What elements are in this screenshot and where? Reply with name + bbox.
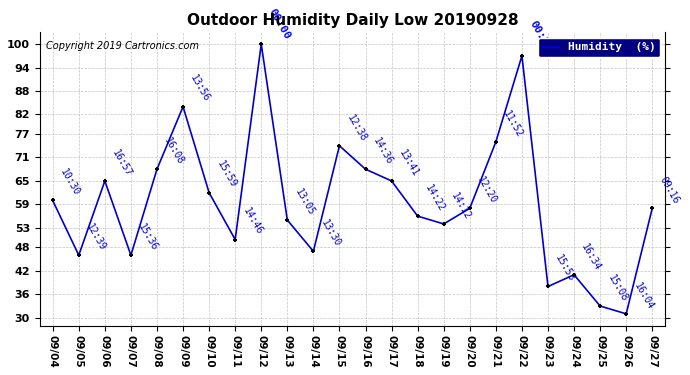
Point	[282, 217, 293, 223]
Text: 13:05: 13:05	[293, 187, 316, 217]
Text: 14:12: 14:12	[449, 191, 473, 221]
Text: 13:56: 13:56	[188, 74, 212, 104]
Point	[151, 166, 162, 172]
Point	[334, 143, 345, 149]
Point	[177, 104, 188, 110]
Text: 13:41: 13:41	[397, 148, 420, 178]
Text: 12:38: 12:38	[345, 112, 368, 143]
Point	[464, 205, 475, 211]
Point	[47, 198, 58, 204]
Legend: Humidity  (%): Humidity (%)	[538, 38, 660, 57]
Point	[412, 213, 423, 219]
Point	[438, 221, 449, 227]
Text: 16:04: 16:04	[632, 280, 655, 311]
Point	[360, 166, 371, 172]
Text: 16:57: 16:57	[110, 148, 134, 178]
Text: 14:36: 14:36	[371, 136, 395, 166]
Text: 12:20: 12:20	[475, 175, 499, 206]
Point	[621, 311, 632, 317]
Point	[595, 303, 606, 309]
Point	[491, 139, 502, 145]
Text: Copyright 2019 Cartronics.com: Copyright 2019 Cartronics.com	[46, 41, 199, 51]
Title: Outdoor Humidity Daily Low 20190928: Outdoor Humidity Daily Low 20190928	[187, 13, 518, 28]
Point	[516, 53, 527, 59]
Point	[542, 284, 553, 290]
Text: 00:21: 00:21	[527, 19, 553, 53]
Text: 10:30: 10:30	[58, 167, 81, 198]
Point	[126, 252, 137, 258]
Text: 09:16: 09:16	[658, 175, 681, 206]
Point	[230, 237, 241, 243]
Text: 00:00: 00:00	[267, 7, 293, 41]
Point	[647, 205, 658, 211]
Point	[569, 272, 580, 278]
Text: 16:34: 16:34	[580, 242, 603, 272]
Text: 15:53: 15:53	[553, 253, 577, 284]
Text: 15:08: 15:08	[606, 273, 629, 303]
Point	[204, 190, 215, 196]
Point	[386, 178, 397, 184]
Point	[256, 41, 267, 47]
Text: 11:52: 11:52	[502, 109, 525, 139]
Text: 14:46: 14:46	[241, 206, 264, 237]
Text: 15:59: 15:59	[215, 159, 238, 190]
Text: 13:30: 13:30	[319, 218, 342, 249]
Text: 15:36: 15:36	[137, 222, 160, 252]
Point	[73, 252, 84, 258]
Point	[308, 248, 319, 254]
Text: 14:22: 14:22	[423, 183, 446, 213]
Text: 16:08: 16:08	[163, 136, 186, 166]
Text: 12:39: 12:39	[84, 222, 108, 252]
Point	[99, 178, 110, 184]
